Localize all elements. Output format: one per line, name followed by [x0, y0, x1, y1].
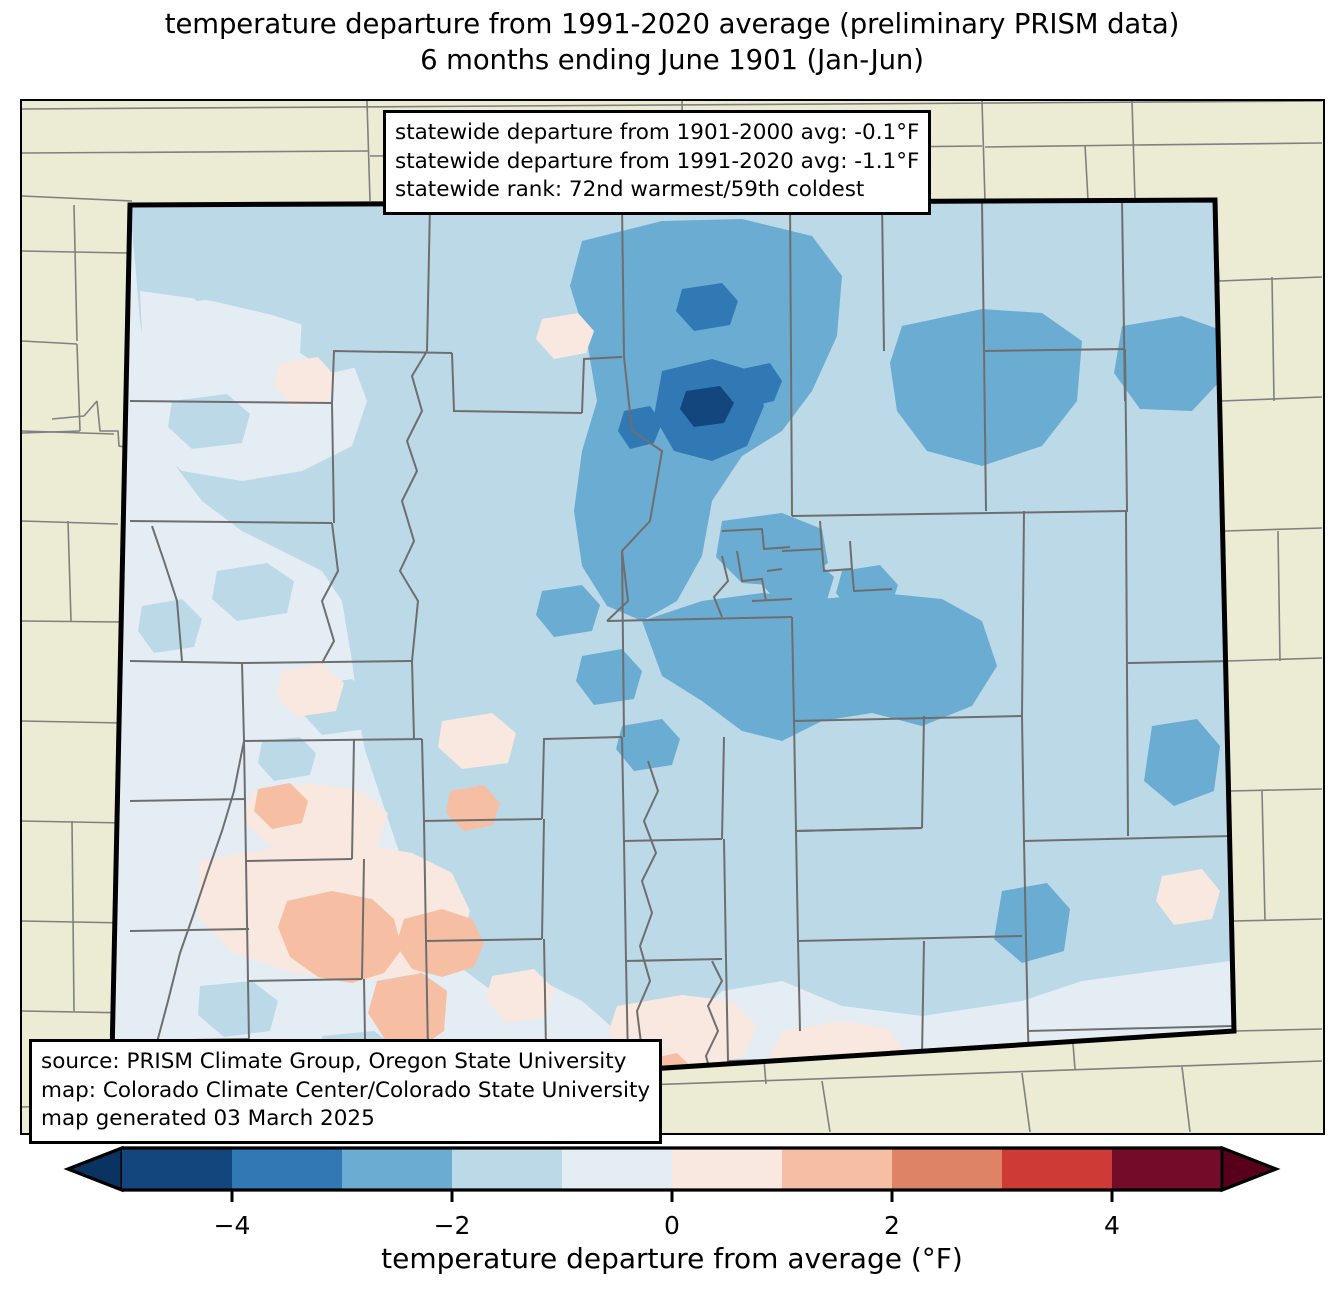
- colorbar-tick-label: 2: [884, 1211, 900, 1238]
- source-line: source: PRISM Climate Group, Oregon Stat…: [41, 1049, 627, 1074]
- colorbar-segment: [452, 1148, 562, 1190]
- stat-departure-1991-2020: statewide departure from 1991-2020 avg: …: [395, 148, 920, 174]
- title-line-2: 6 months ending June 1901 (Jan-Jun): [420, 44, 924, 77]
- map-credit-line: map: Colorado Climate Center/Colorado St…: [41, 1077, 651, 1103]
- colorbar-svg: −4 −2 0 2 4: [63, 1145, 1281, 1238]
- colorbar-axis-label: temperature departure from average (°F): [381, 1242, 963, 1275]
- stat-departure-1901-2000: statewide departure from 1901-2000 avg: …: [395, 120, 920, 145]
- colorado-temperature-departure-map: [22, 101, 1322, 1132]
- colorbar-tick-label: 0: [664, 1211, 680, 1238]
- map-generated-line: map generated 03 March 2025: [41, 1106, 375, 1132]
- colorbar-tick-label: −4: [214, 1211, 251, 1238]
- stat-statewide-rank: statewide rank: 72nd warmest/59th coldes…: [395, 177, 865, 203]
- contour-band-below-neg4: [680, 386, 734, 427]
- colorbar-extend-high: [1220, 1145, 1281, 1193]
- page-title: temperature departure from 1991-2020 ave…: [0, 6, 1344, 79]
- statewide-stats-box: statewide departure from 1901-2000 avg: …: [383, 110, 932, 215]
- colorbar-outline: [63, 1146, 1281, 1192]
- colorbar: −4 −2 0 2 4: [0, 1143, 1344, 1238]
- colorbar-segment: [782, 1148, 892, 1190]
- colorbar-segment: [1002, 1148, 1112, 1190]
- colorbar-segment: [342, 1148, 452, 1190]
- source-credits-box: source: PRISM Climate Group, Oregon Stat…: [29, 1039, 663, 1144]
- colorbar-segment: [672, 1148, 782, 1190]
- colorbar-ticks: −4 −2 0 2 4: [214, 1190, 1120, 1238]
- colorbar-segment: [122, 1148, 232, 1190]
- colorbar-tick-label: −2: [434, 1211, 471, 1238]
- colorbar-segments: [63, 1145, 1281, 1193]
- colorado-county-lines: [129, 200, 1234, 1102]
- colorbar-segment: [892, 1148, 1002, 1190]
- colorbar-segment: [562, 1148, 672, 1190]
- contour-patches-west: [138, 251, 552, 1087]
- colorbar-extend-low: [63, 1145, 124, 1193]
- colorbar-segment: [1112, 1148, 1222, 1190]
- colorbar-segment: [232, 1148, 342, 1190]
- colorbar-tick-label: 4: [1104, 1211, 1120, 1238]
- map-panel: [20, 99, 1325, 1135]
- title-line-1: temperature departure from 1991-2020 ave…: [164, 8, 1180, 40]
